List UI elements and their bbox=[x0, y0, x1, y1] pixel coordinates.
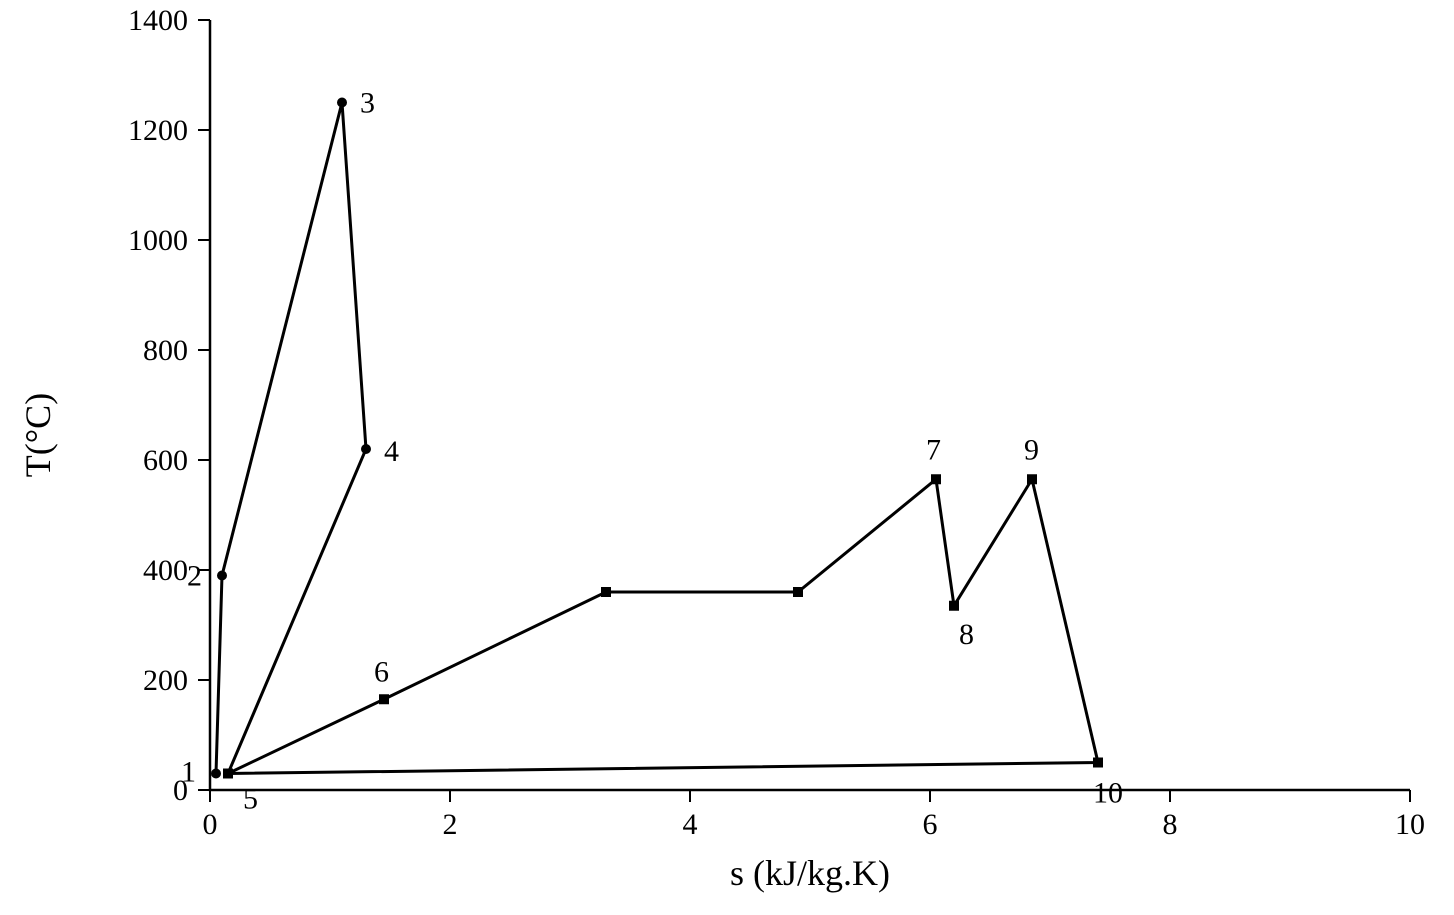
data-marker bbox=[379, 694, 389, 704]
point-label-1: 1 bbox=[181, 756, 196, 789]
y-tick-label: 200 bbox=[143, 664, 188, 697]
x-axis-label: s (kJ/kg.K) bbox=[730, 853, 890, 893]
data-marker bbox=[949, 601, 959, 611]
data-marker bbox=[601, 587, 611, 597]
x-tick-label: 8 bbox=[1163, 808, 1178, 841]
y-axis-label: T(°C) bbox=[18, 393, 58, 477]
data-marker bbox=[223, 769, 233, 779]
data-marker bbox=[1027, 474, 1037, 484]
data-marker bbox=[793, 587, 803, 597]
x-tick-label: 0 bbox=[203, 808, 218, 841]
y-tick-label: 1400 bbox=[128, 4, 188, 37]
y-tick-label: 600 bbox=[143, 444, 188, 477]
x-tick-label: 2 bbox=[443, 808, 458, 841]
y-tick-label: 1200 bbox=[128, 114, 188, 147]
point-label-6: 6 bbox=[374, 655, 389, 688]
point-label-2: 2 bbox=[187, 560, 202, 593]
y-tick-label: 400 bbox=[143, 554, 188, 587]
point-label-5: 5 bbox=[243, 783, 258, 816]
data-marker bbox=[211, 769, 221, 779]
data-marker bbox=[217, 571, 227, 581]
point-label-8: 8 bbox=[959, 618, 974, 651]
y-tick-label: 800 bbox=[143, 334, 188, 367]
point-label-10: 10 bbox=[1093, 777, 1123, 810]
data-marker bbox=[337, 98, 347, 108]
x-tick-label: 6 bbox=[923, 808, 938, 841]
point-label-9: 9 bbox=[1024, 433, 1039, 466]
data-marker bbox=[361, 444, 371, 454]
point-label-4: 4 bbox=[384, 435, 399, 468]
chart-svg: 02468100200400600800100012001400s (kJ/kg… bbox=[0, 0, 1454, 915]
point-label-7: 7 bbox=[926, 433, 941, 466]
y-tick-label: 1000 bbox=[128, 224, 188, 257]
data-marker bbox=[931, 474, 941, 484]
data-marker bbox=[1093, 758, 1103, 768]
series-line-cycle-left bbox=[216, 103, 366, 774]
point-label-3: 3 bbox=[360, 87, 375, 120]
axes bbox=[210, 20, 1410, 790]
ts-diagram-chart: 02468100200400600800100012001400s (kJ/kg… bbox=[0, 0, 1454, 915]
x-tick-label: 4 bbox=[683, 808, 698, 841]
x-tick-label: 10 bbox=[1395, 808, 1425, 841]
